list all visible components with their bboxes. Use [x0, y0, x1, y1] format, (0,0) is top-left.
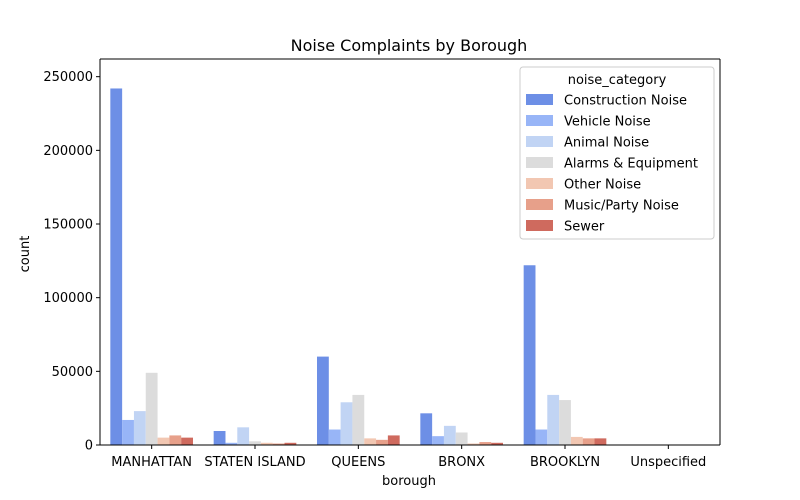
bar [352, 394, 365, 445]
bar [237, 427, 250, 445]
bar [260, 442, 273, 445]
bar [272, 443, 285, 445]
bar [559, 400, 571, 445]
legend-swatch [526, 220, 553, 231]
bar [420, 413, 433, 445]
legend-swatch [526, 115, 553, 126]
x-tick-label: QUEENS [331, 455, 385, 470]
bar [340, 402, 353, 445]
y-tick-label: 100000 [43, 291, 93, 306]
legend-swatch [526, 199, 553, 210]
bar [582, 438, 595, 445]
bar [157, 437, 170, 445]
bar [317, 356, 329, 445]
bar [479, 442, 492, 445]
bar [376, 439, 388, 445]
y-tick-label: 150000 [43, 218, 93, 233]
x-axis-label: borough [382, 474, 436, 489]
legend-swatch [526, 136, 553, 147]
y-tick-label: 250000 [43, 70, 93, 85]
legend-label: Vehicle Noise [564, 115, 651, 130]
bar [328, 429, 341, 445]
y-tick-label: 50000 [52, 365, 93, 380]
bar [225, 442, 238, 445]
legend-label: Animal Noise [564, 136, 649, 151]
bar [110, 88, 123, 445]
legend-label: Music/Party Noise [564, 199, 679, 214]
legend-label: Sewer [564, 220, 605, 235]
bar [547, 394, 560, 445]
legend-swatch [526, 157, 553, 168]
legend-swatch [526, 94, 553, 105]
bar [443, 425, 456, 445]
bar [133, 411, 146, 445]
bar [432, 436, 444, 445]
bar [455, 432, 468, 445]
y-axis-label: count [18, 236, 33, 273]
legend-title: noise_category [568, 73, 667, 88]
bar [594, 438, 607, 445]
bar [213, 431, 226, 445]
y-tick-label: 0 [85, 439, 93, 454]
y-tick-label: 200000 [43, 144, 93, 159]
x-tick-label: BRONX [438, 455, 485, 470]
bar [122, 419, 134, 445]
x-tick-label: STATEN ISLAND [204, 455, 305, 470]
legend: noise_category Construction Noise Vehicle… [519, 66, 715, 240]
legend-items: Construction Noise Vehicle Noise Animal No… [526, 94, 698, 235]
legend-label: Other Noise [564, 178, 641, 193]
bar [181, 437, 193, 445]
legend-label: Alarms & Equipment [564, 157, 698, 172]
bar [491, 442, 503, 445]
bar [249, 441, 261, 445]
bar [523, 265, 536, 445]
legend-box [519, 66, 715, 240]
bar [145, 372, 158, 445]
x-tick-label: MANHATTAN [111, 455, 192, 470]
legend-label: Construction Noise [564, 94, 687, 109]
x-tick-label: BROOKLYN [530, 455, 600, 470]
bar [467, 443, 480, 445]
bar [169, 435, 182, 445]
bar [284, 442, 297, 445]
bar [387, 435, 400, 445]
plot-area: 0 50000 100000 150000 200000 250000 MANHATTAN S… [43, 58, 721, 470]
chart-title: Noise Complaints by Borough [291, 36, 528, 55]
x-tick-label: Unspecified [630, 455, 706, 470]
bar [570, 436, 583, 445]
bar [535, 429, 548, 445]
legend-swatch [526, 178, 553, 189]
bar [364, 438, 377, 445]
